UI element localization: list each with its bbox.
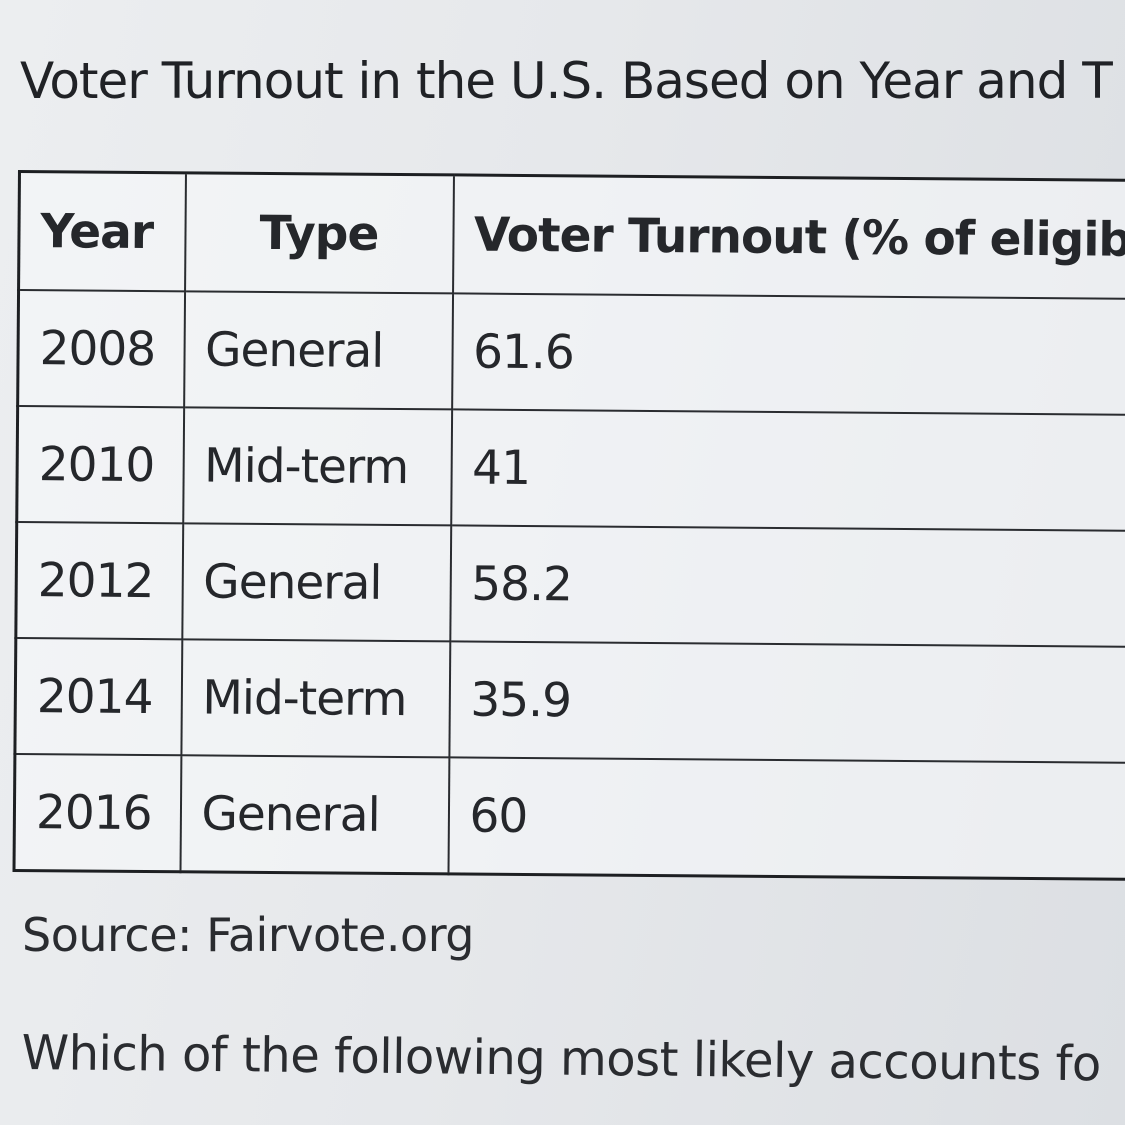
cell-turnout: 35.9 <box>448 641 1125 764</box>
table-row: 2012 General 58.2 <box>15 522 1125 648</box>
cell-turnout: 58.2 <box>449 525 1125 648</box>
turnout-table-container: Year Type Voter Turnout (% of eligib 200… <box>12 170 1125 894</box>
header-turnout: Voter Turnout (% of eligib <box>452 174 1125 300</box>
cell-type: Mid-term <box>182 407 452 526</box>
table-row: 2010 Mid-term 41 <box>16 406 1125 532</box>
table-header-row: Year Type Voter Turnout (% of eligib <box>18 171 1125 300</box>
cell-year: 2014 <box>14 637 182 756</box>
voter-turnout-table: Year Type Voter Turnout (% of eligib 200… <box>12 170 1125 882</box>
cell-year: 2010 <box>16 406 184 524</box>
cell-year: 2008 <box>17 290 185 408</box>
cell-turnout: 60 <box>447 757 1125 880</box>
table-row: 2014 Mid-term 35.9 <box>14 637 1125 764</box>
table-row: 2016 General 60 <box>13 753 1125 880</box>
cell-type: Mid-term <box>180 639 450 758</box>
cell-type: General <box>179 755 449 874</box>
cell-turnout: 61.6 <box>451 293 1125 416</box>
cell-year: 2016 <box>13 753 181 872</box>
cell-year: 2012 <box>15 522 183 640</box>
header-type: Type <box>184 172 454 294</box>
table-row: 2008 General 61.6 <box>17 290 1125 416</box>
cell-type: General <box>181 523 451 642</box>
question-text: Which of the following most likely accou… <box>21 1025 1102 1093</box>
table-title: Voter Turnout in the U.S. Based on Year … <box>20 52 1113 110</box>
cell-type: General <box>183 291 453 410</box>
source-citation: Source: Fairvote.org <box>22 908 475 962</box>
cell-turnout: 41 <box>450 409 1125 532</box>
header-year: Year <box>18 171 186 292</box>
